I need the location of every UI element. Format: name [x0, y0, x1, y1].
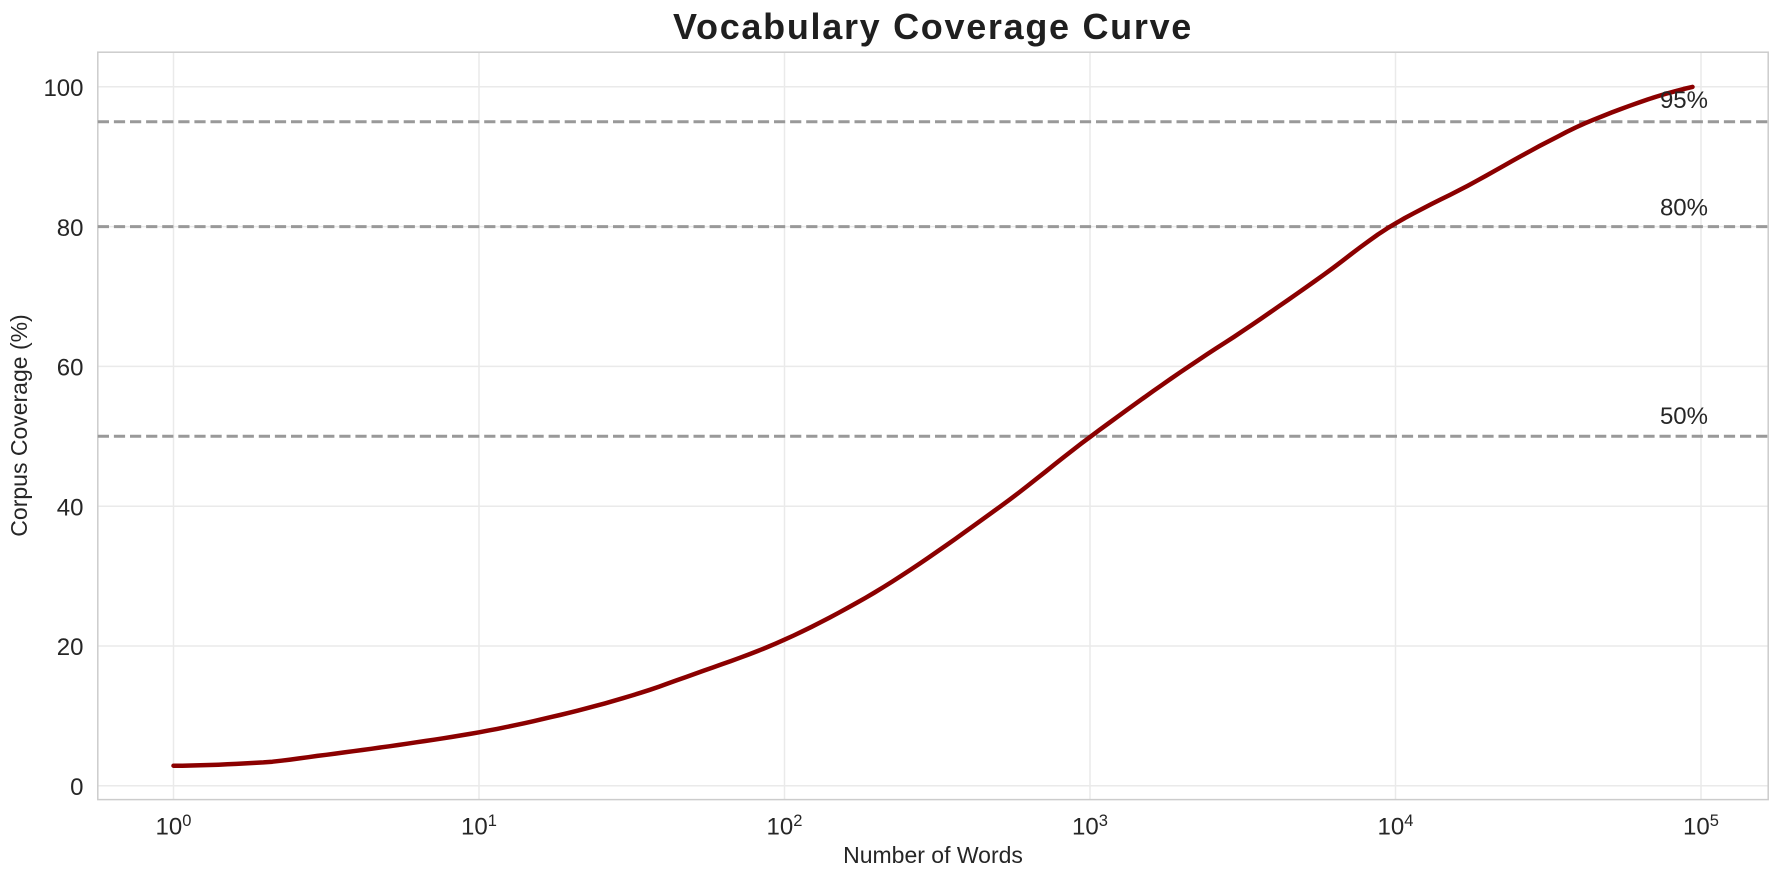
svg-text:Vocabulary Coverage Curve: Vocabulary Coverage Curve [673, 6, 1193, 47]
svg-text:80%: 80% [1660, 195, 1708, 222]
svg-text:60: 60 [57, 355, 84, 382]
svg-text:0: 0 [70, 774, 83, 801]
svg-text:95%: 95% [1660, 87, 1708, 114]
svg-text:Number of Words: Number of Words [843, 842, 1023, 868]
svg-text:Corpus Coverage (%): Corpus Coverage (%) [6, 314, 32, 536]
svg-text:20: 20 [57, 634, 84, 661]
svg-text:80: 80 [57, 215, 84, 242]
svg-text:40: 40 [57, 494, 84, 521]
svg-text:100: 100 [43, 75, 83, 102]
svg-text:50%: 50% [1660, 403, 1708, 430]
